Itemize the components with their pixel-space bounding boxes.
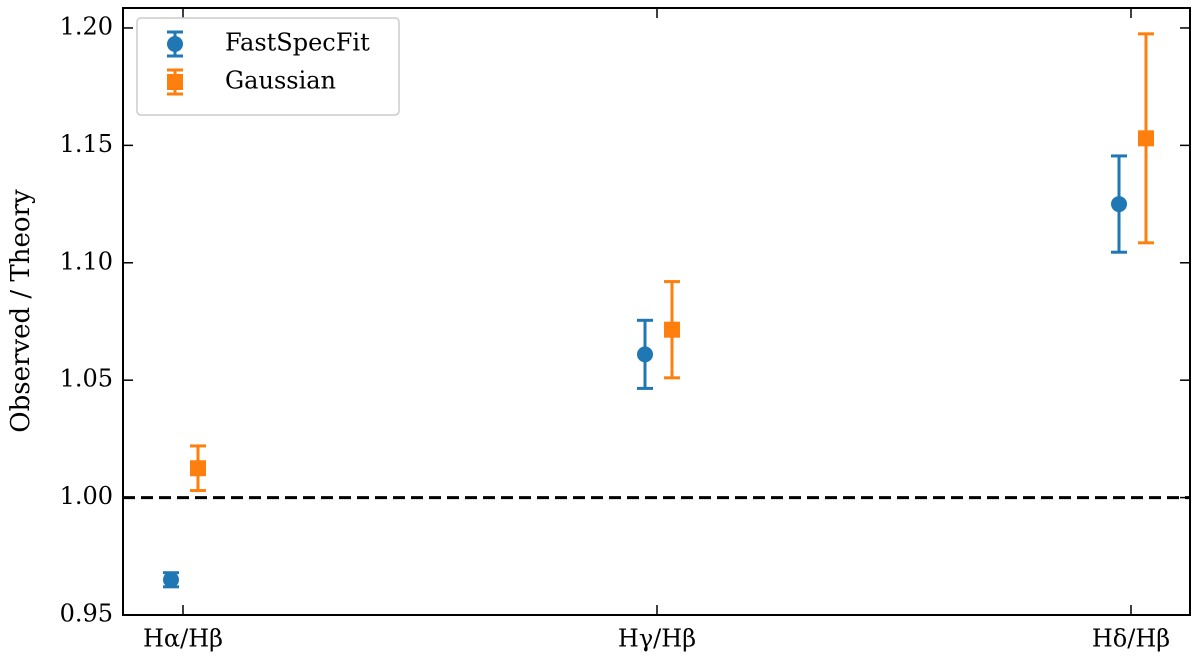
y-tick-label: 1.20 (60, 12, 113, 40)
legend: FastSpecFit Gaussian (136, 17, 400, 116)
marker (1111, 196, 1127, 213)
legend-label: Gaussian (225, 67, 336, 95)
y-tick-label: 1.15 (60, 130, 113, 158)
y-tick-label: 0.95 (60, 600, 113, 628)
legend-marker (167, 74, 183, 90)
y-tick-label: 1.05 (60, 365, 113, 393)
error-bar (1111, 154, 1127, 254)
marker (1138, 130, 1154, 147)
error-bar (637, 318, 653, 390)
marker (637, 346, 653, 363)
plot-frame (122, 7, 1191, 616)
marker (190, 460, 206, 477)
legend-label: FastSpecFit (225, 29, 370, 57)
error-bar (163, 571, 179, 589)
marker (163, 571, 179, 588)
x-tick-label: Hγ/Hβ (618, 625, 696, 653)
legend-box (136, 17, 400, 116)
y-tick-label: 1.10 (60, 247, 113, 275)
error-bar (664, 280, 680, 380)
y-tick-label: 1.00 (60, 482, 113, 510)
marker (664, 321, 680, 338)
x-tick-label: Hα/Hβ (143, 625, 223, 653)
y-axis-label: Observed / Theory (6, 189, 36, 433)
x-tick-label: Hδ/Hβ (1092, 625, 1170, 653)
error-bar (190, 444, 206, 493)
error-bar (1138, 32, 1154, 245)
legend-marker (167, 36, 183, 52)
